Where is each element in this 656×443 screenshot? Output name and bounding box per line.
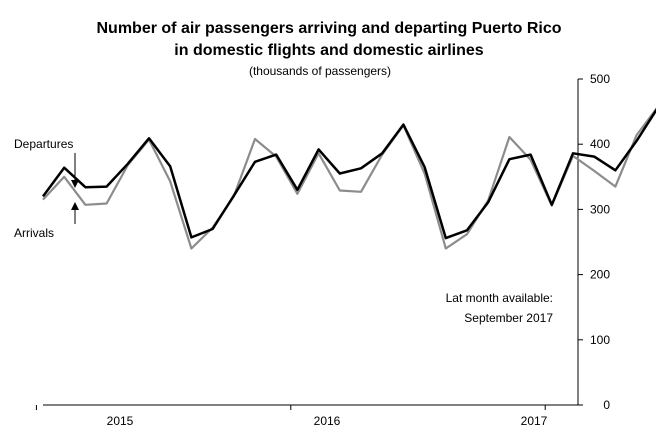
y-tick-label: 400 — [590, 137, 610, 151]
y-axis: 0 100 200 300 400 500 — [577, 72, 610, 412]
arrivals-label: Arrivals — [14, 226, 54, 240]
series-layer — [41, 107, 656, 250]
chart-title-line-2: in domestic flights and domestic airline… — [174, 42, 484, 59]
y-tick-label: 200 — [590, 268, 610, 282]
departures-label: Departures — [14, 137, 73, 151]
arrivals-arrow-head — [71, 202, 79, 210]
note-line-1: Lat month available: — [446, 291, 553, 305]
x-axis: 2015 2016 2017 — [35, 404, 578, 428]
departures-arrow-head — [71, 180, 79, 188]
y-tick-label: 300 — [590, 202, 610, 216]
chart-subtitle: (thousands of passengers) — [249, 64, 391, 78]
y-tick-label: 100 — [590, 333, 610, 347]
chart-title-line-1: Number of air passengers arriving and de… — [97, 20, 562, 37]
series-line-departures — [41, 108, 656, 240]
series-line-arrivals — [42, 107, 656, 250]
note-line-2: September 2017 — [464, 311, 553, 325]
x-tick-label: 2017 — [521, 414, 548, 428]
y-tick-label: 0 — [603, 398, 610, 412]
x-tick-label: 2016 — [314, 414, 341, 428]
x-tick-label: 2015 — [107, 414, 134, 428]
y-tick-label: 500 — [590, 72, 610, 86]
